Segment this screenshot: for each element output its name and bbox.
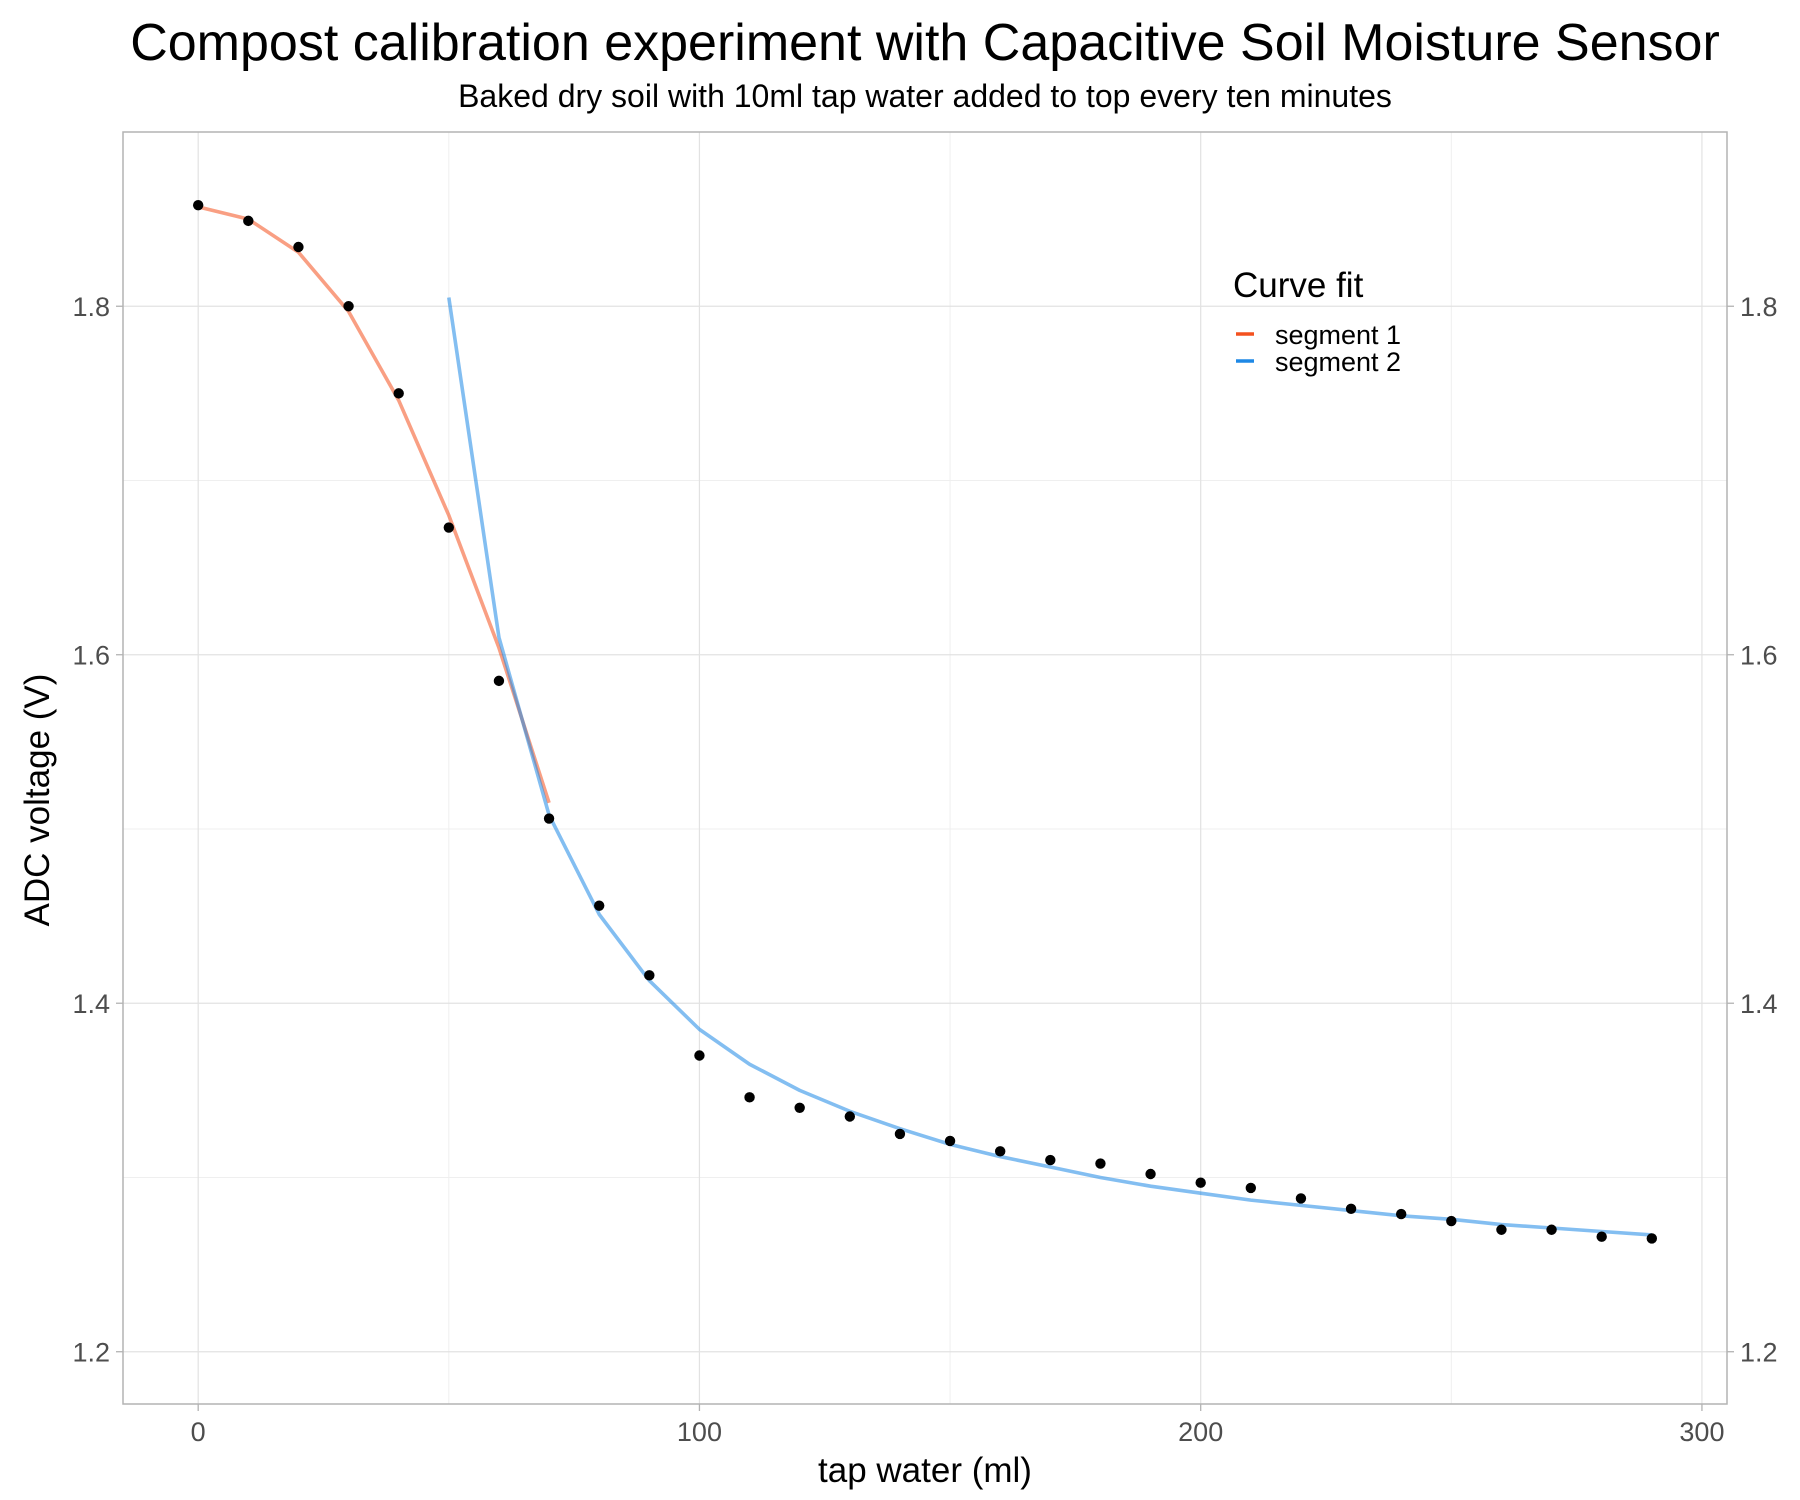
data-point <box>493 675 505 687</box>
data-point <box>894 1128 906 1140</box>
x-tick-label: 200 <box>1178 1417 1223 1447</box>
legend: Curve fit segment 1 segment 2 <box>1233 266 1401 377</box>
chart-subtitle: Baked dry soil with 10ml tap water added… <box>458 78 1392 114</box>
data-point <box>1145 1168 1156 1180</box>
x-tick-label: 0 <box>191 1417 206 1447</box>
data-point <box>1245 1182 1257 1194</box>
data-point <box>844 1111 856 1122</box>
x-tick-label: 100 <box>677 1417 722 1447</box>
fit-line-segment-2 <box>447 297 1652 1237</box>
fit-line-segment-1 <box>197 205 551 804</box>
data-point <box>994 1146 1006 1157</box>
y-tick-label-left: 1.6 <box>72 641 110 671</box>
y-tick-label-left: 1.2 <box>72 1338 110 1368</box>
y-tick-label-right: 1.6 <box>1740 641 1778 671</box>
data-point <box>1446 1215 1457 1227</box>
y-axis-title: ADC voltage (V) <box>18 674 57 927</box>
data-point <box>1646 1233 1658 1244</box>
data-point <box>1295 1193 1307 1204</box>
data-point <box>543 813 555 824</box>
data-point <box>744 1092 755 1103</box>
y-tick-label-right: 1.4 <box>1740 989 1778 1019</box>
data-point <box>1095 1158 1106 1169</box>
axis-ticks: 0 100 200 300 1.2 1.2 1.4 1.4 1.6 1.6 1.8 1.8 <box>72 292 1777 1447</box>
x-axis-title: tap water (ml) <box>818 1451 1032 1490</box>
data-point <box>1045 1154 1056 1166</box>
data-point <box>644 970 655 981</box>
data-point <box>794 1102 805 1113</box>
data-point <box>393 388 404 399</box>
data-point <box>1195 1177 1206 1188</box>
plot-panel <box>122 131 1728 1405</box>
chart-title: Compost calibration experiment with Capa… <box>130 14 1720 72</box>
y-tick-label-right: 1.8 <box>1740 292 1778 322</box>
data-point <box>1345 1203 1357 1215</box>
data-point <box>694 1050 705 1061</box>
data-point <box>1496 1224 1507 1235</box>
data-point <box>293 241 304 253</box>
data-point <box>944 1135 956 1147</box>
y-tick-label-right: 1.2 <box>1740 1338 1778 1368</box>
legend-label-segment-2: segment 2 <box>1275 347 1401 377</box>
data-point <box>1395 1208 1407 1220</box>
data-points <box>192 199 1658 1244</box>
data-point <box>443 522 455 533</box>
data-point <box>593 900 605 911</box>
data-point <box>1546 1224 1557 1235</box>
fit-lines <box>197 205 1652 1237</box>
data-point <box>343 301 354 312</box>
x-tick-label: 300 <box>1679 1417 1724 1447</box>
data-point <box>192 199 204 211</box>
data-point <box>1596 1231 1607 1242</box>
data-point <box>243 215 254 227</box>
y-tick-label-left: 1.8 <box>72 292 110 322</box>
legend-label-segment-1: segment 1 <box>1275 320 1401 350</box>
grid <box>123 131 1727 1404</box>
y-tick-label-left: 1.4 <box>72 989 110 1019</box>
legend-title: Curve fit <box>1233 266 1364 305</box>
